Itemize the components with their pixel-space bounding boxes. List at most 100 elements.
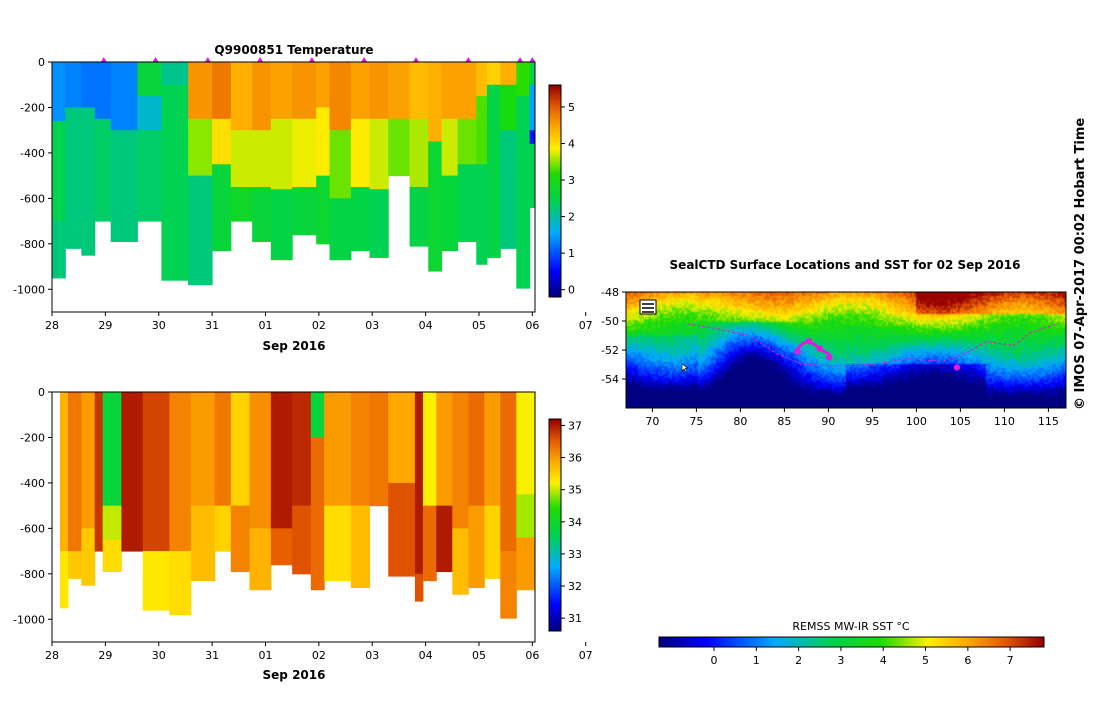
profile-cell xyxy=(81,392,96,529)
profile-cell xyxy=(369,62,389,120)
map-legend-icon xyxy=(639,299,657,315)
profile-cell xyxy=(388,118,411,177)
longitude-tick-label: 100 xyxy=(906,415,927,428)
profile-column xyxy=(270,62,293,261)
surface-marker xyxy=(361,57,368,62)
seal-location-point xyxy=(794,348,801,355)
longitude-tick-label: 70 xyxy=(645,415,659,428)
profile-cell xyxy=(457,62,477,120)
profile-column xyxy=(110,62,138,243)
latitude-tick-label: -50 xyxy=(601,315,619,328)
profile-column xyxy=(68,392,82,579)
profile-cell xyxy=(214,505,232,552)
x-tick-label: 01 xyxy=(258,319,272,332)
profile-cell xyxy=(230,505,250,573)
temperature-plot-frame xyxy=(51,61,536,313)
colorbar-tick-label: 31 xyxy=(568,612,582,625)
profile-cell xyxy=(94,118,112,222)
profile-column xyxy=(169,392,192,616)
temperature-y-axis: 0 -200 -400 -600 -800 -1000 xyxy=(13,56,52,296)
profile-cell xyxy=(324,392,352,507)
longitude-tick-label: 80 xyxy=(733,415,747,428)
colorbar-tick-label: 33 xyxy=(568,548,582,561)
longitude-tick-label: 85 xyxy=(777,415,791,428)
profile-column xyxy=(422,392,437,582)
profile-cell xyxy=(441,62,459,120)
profile-cell xyxy=(110,130,138,243)
sst-colorbar-tick-label: 3 xyxy=(837,654,844,667)
seal-location-point xyxy=(953,364,961,371)
surface-marker xyxy=(204,57,211,62)
x-tick-label: 07 xyxy=(579,649,593,662)
profile-column xyxy=(161,62,189,281)
profile-cell xyxy=(52,121,66,222)
profile-column xyxy=(137,62,162,222)
profile-column xyxy=(310,392,325,591)
profile-cell xyxy=(350,187,371,252)
profile-cell xyxy=(414,573,424,602)
profile-cell xyxy=(468,392,485,507)
profile-cell xyxy=(68,551,82,579)
colorbar-tick-label: 5 xyxy=(568,101,575,114)
x-tick-label: 01 xyxy=(258,649,272,662)
profile-column xyxy=(252,62,272,243)
profile-cell xyxy=(292,392,312,507)
profile-cell xyxy=(102,392,122,507)
profile-cell xyxy=(369,392,389,507)
longitude-axis: 70 75 80 85 90 95 100 105 110 115 xyxy=(645,408,1059,428)
surface-marker xyxy=(412,57,419,62)
profile-cell xyxy=(169,392,192,552)
x-tick-label: 02 xyxy=(312,649,326,662)
profile-cell xyxy=(60,551,69,609)
seal-track xyxy=(796,339,831,356)
y-tick-label: -800 xyxy=(20,238,45,251)
sst-colorbar-frame xyxy=(658,636,1045,648)
profile-cell xyxy=(529,84,535,131)
x-tick-label: 05 xyxy=(472,319,486,332)
x-tick-label: 31 xyxy=(205,319,219,332)
sst-colorbar-label: REMSS MW-IR SST °C xyxy=(792,620,910,633)
profile-column xyxy=(324,392,352,582)
latitude-tick-label: -48 xyxy=(601,286,619,299)
x-tick-label: 04 xyxy=(419,649,433,662)
profile-cell xyxy=(457,164,477,243)
temperature-colorbar: 0 1 2 3 4 5 xyxy=(548,84,575,298)
profile-cell xyxy=(350,118,371,188)
surface-marker xyxy=(529,57,536,62)
profile-cell xyxy=(409,118,429,188)
colorbar-tick-label: 32 xyxy=(568,580,582,593)
profile-cell xyxy=(81,528,96,586)
profile-cell xyxy=(484,505,501,579)
profile-cell xyxy=(500,392,517,552)
profile-cell xyxy=(230,62,253,131)
profile-column xyxy=(94,392,104,552)
profile-cell xyxy=(161,84,189,281)
profile-cell xyxy=(230,130,253,188)
profile-column xyxy=(81,62,96,256)
latitude-tick-label: -52 xyxy=(601,344,619,357)
profile-column xyxy=(65,62,82,249)
profile-column xyxy=(292,392,312,575)
surface-marker xyxy=(465,57,472,62)
surface-marker xyxy=(308,57,315,62)
y-tick-label: -400 xyxy=(20,477,45,490)
profile-column xyxy=(388,62,411,177)
profile-column xyxy=(500,62,517,249)
profile-cell xyxy=(516,96,531,289)
colorbar-tick-label: 35 xyxy=(568,484,582,497)
x-tick-label: 06 xyxy=(525,649,539,662)
sst-colorbar-gradient xyxy=(659,637,1044,647)
profile-cell xyxy=(65,62,82,108)
profile-cell xyxy=(516,537,535,591)
profile-cell xyxy=(252,62,272,131)
profile-cell xyxy=(188,175,213,286)
surface-marker xyxy=(517,57,524,62)
profile-cell xyxy=(270,528,293,566)
sst-colorbar-tick-label: 5 xyxy=(922,654,929,667)
profile-column xyxy=(476,62,488,265)
profile-cell xyxy=(388,392,416,484)
profile-column xyxy=(350,62,371,252)
x-tick-label: 02 xyxy=(312,319,326,332)
surface-marker xyxy=(152,57,159,62)
profile-cell xyxy=(142,392,170,552)
